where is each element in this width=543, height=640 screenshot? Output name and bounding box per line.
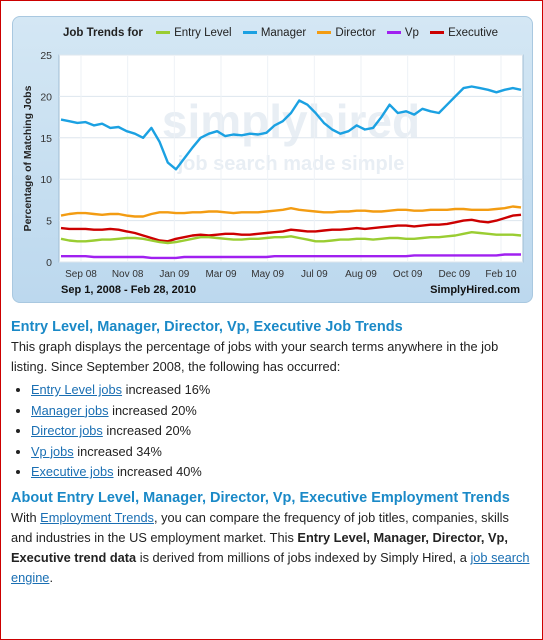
x-tick-label: Sep 08 <box>65 269 97 280</box>
x-tick-label: Nov 08 <box>112 269 144 280</box>
chart-date-range: Sep 1, 2008 - Feb 28, 2010 <box>61 284 197 296</box>
legend-label: Vp <box>404 27 419 39</box>
section2-text: . <box>49 569 53 585</box>
x-tick-label: Jan 09 <box>159 269 189 280</box>
x-tick-label: Oct 09 <box>393 269 423 280</box>
trend-list: Entry Level jobs increased 16% Manager j… <box>11 380 531 483</box>
legend-item-manager[interactable]: Manager <box>242 27 307 39</box>
series-line-executive <box>60 213 522 243</box>
list-item-text: increased 40% <box>113 464 202 479</box>
director-jobs-link[interactable]: Director jobs <box>31 423 103 438</box>
vp-jobs-link[interactable]: Vp jobs <box>31 443 74 459</box>
legend-swatch-icon <box>386 31 401 35</box>
list-item-text: increased 20% <box>108 402 197 418</box>
legend-label: Director <box>335 27 376 39</box>
y-tick-label: 10 <box>40 174 52 186</box>
manager-jobs-link[interactable]: Manager jobs <box>31 402 109 418</box>
legend-swatch-icon <box>242 31 257 35</box>
y-tick-label: 25 <box>40 50 52 62</box>
legend-item-vp[interactable]: Vp <box>386 27 419 39</box>
chart-legend: Job Trends for Entry Level Manager Direc… <box>63 27 506 39</box>
section1-title: Entry Level, Manager, Director, Vp, Exec… <box>11 319 403 335</box>
plot-area <box>58 54 524 263</box>
x-tick-label: Mar 09 <box>205 269 237 280</box>
x-tick-label: May 09 <box>251 269 284 280</box>
list-item: Vp jobs increased 34% <box>31 442 531 463</box>
section2-body: With Employment Trends, you can compare … <box>11 508 531 588</box>
executive-jobs-link[interactable]: Executive jobs <box>31 464 114 479</box>
legend-swatch-icon <box>156 31 171 35</box>
employment-trends-link[interactable]: Employment Trends <box>40 509 154 525</box>
x-tick-label: Dec 09 <box>438 269 470 280</box>
legend-item-executive[interactable]: Executive <box>430 27 498 39</box>
x-tick-label: Aug 09 <box>345 269 377 280</box>
y-tick-label: 20 <box>40 91 52 103</box>
section2-title: About Entry Level, Manager, Director, Vp… <box>11 489 510 506</box>
x-tick-label: Feb 10 <box>485 269 517 280</box>
legend-label: Entry Level <box>174 27 232 39</box>
y-tick-label: 5 <box>46 216 52 228</box>
legend-label: Executive <box>448 27 499 39</box>
y-tick-label: 0 <box>46 257 52 269</box>
y-axis-label: Percentage of Matching Jobs <box>22 85 34 231</box>
watermark-tagline: job search made simple <box>177 153 405 175</box>
series-line-manager <box>60 85 522 171</box>
legend-lead: Job Trends for <box>63 27 143 39</box>
list-item: Director jobs increased 20% <box>31 421 531 442</box>
legend-item-director[interactable]: Director <box>317 27 376 39</box>
series-line-entry-level <box>60 230 522 245</box>
content-area: Entry Level, Manager, Director, Vp, Exec… <box>11 317 531 588</box>
legend-swatch-icon <box>317 31 332 35</box>
series-line-director <box>60 205 522 218</box>
x-tick-label: Jul 09 <box>301 269 328 280</box>
job-trends-chart: simplyhired job search made simple 0 5 10 15 2… <box>12 16 533 303</box>
list-item: Entry Level jobs increased 16% <box>31 380 531 401</box>
list-item-text: increased 16% <box>122 382 211 397</box>
section2-text: , you can compare the frequency of job t… <box>11 509 509 545</box>
legend-item-entry-level[interactable]: Entry Level <box>156 27 232 39</box>
legend-swatch-icon <box>430 31 445 35</box>
legend-label: Manager <box>260 27 307 39</box>
section1-intro: This graph displays the percentage of jo… <box>11 339 499 374</box>
list-item-text: increased 20% <box>102 423 192 438</box>
section2-bold-text: Entry Level, Manager, Director, Vp, Exec… <box>11 529 508 565</box>
entry-level-jobs-link[interactable]: Entry Level jobs <box>31 382 123 397</box>
series-line-vp <box>61 253 521 260</box>
list-item: Executive jobs increased 40% <box>31 462 531 483</box>
list-item-text: increased 34% <box>73 443 162 459</box>
job-search-engine-link[interactable]: job search engine <box>11 549 530 585</box>
chart-source: SimplyHired.com <box>430 284 520 296</box>
y-tick-label: 15 <box>40 133 52 145</box>
list-item: Manager jobs increased 20% <box>31 401 531 422</box>
section2-text: With <box>11 509 41 525</box>
section2-text: is derived from millions of jobs indexed… <box>136 549 471 565</box>
